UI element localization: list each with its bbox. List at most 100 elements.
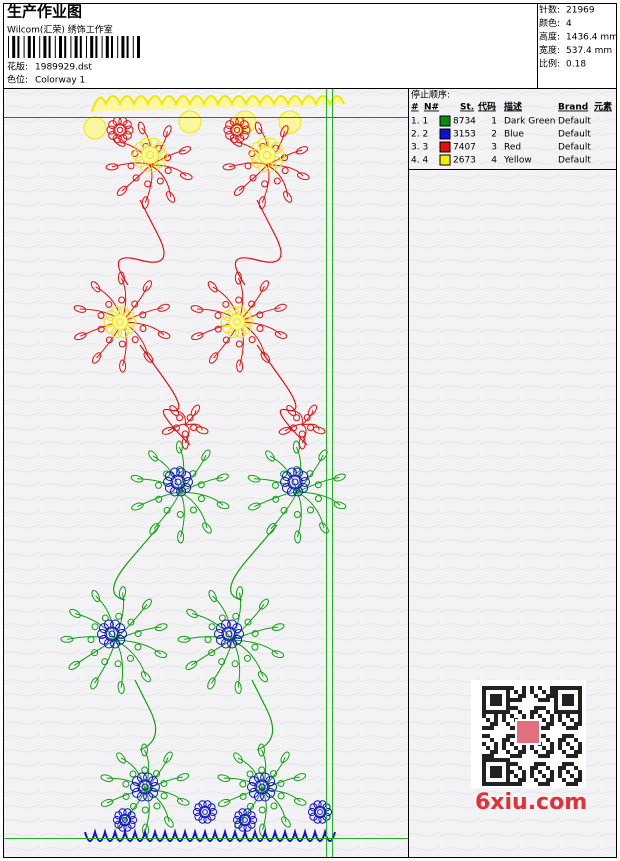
branch [231, 639, 279, 655]
qr-cell [506, 762, 510, 766]
leaf [202, 522, 212, 534]
yellow-dot [278, 110, 302, 134]
flower-center [317, 809, 323, 815]
qr-cell [506, 698, 510, 702]
qr-cell [510, 754, 514, 758]
qr-cell [542, 690, 546, 694]
bar-stripe [39, 36, 41, 58]
qr-cell [510, 686, 514, 690]
qr-cell [574, 686, 578, 690]
branch [120, 757, 146, 791]
qr-cell [494, 722, 498, 726]
petal [106, 125, 116, 135]
qr-cell [546, 694, 550, 698]
qr-cell [574, 726, 578, 730]
bar-stripe [111, 36, 113, 58]
petal [130, 782, 140, 792]
qr-cell [510, 726, 514, 730]
leaf [282, 191, 293, 203]
branch [261, 749, 267, 791]
qr-cell [578, 694, 582, 698]
qr-cell [558, 770, 562, 774]
qr-cell [494, 686, 498, 690]
qr-cell [542, 734, 546, 738]
qr-cell [498, 774, 502, 778]
petal [313, 800, 322, 809]
qr-cell [578, 690, 582, 694]
flower-center [122, 817, 128, 823]
flower-center [108, 630, 116, 638]
qr-cell [498, 770, 502, 774]
qr-cell [550, 722, 554, 726]
branch [254, 491, 298, 507]
leaf [180, 172, 193, 181]
vine [251, 679, 274, 751]
qr-cell [498, 782, 502, 786]
qr-cell [494, 710, 498, 714]
qr-cell [490, 770, 494, 774]
branch [144, 776, 183, 791]
curl [105, 336, 113, 344]
qr-cell [570, 718, 574, 722]
bar-stripe [117, 36, 119, 58]
curl [258, 766, 266, 774]
leaf [177, 530, 185, 544]
stitches: 2673 [453, 156, 476, 166]
qr-cell [506, 702, 510, 706]
qr-cell [550, 750, 554, 754]
flower-center [174, 478, 182, 486]
qr-cell [550, 770, 554, 774]
branch [184, 423, 203, 431]
branch [121, 789, 146, 824]
qr-cell [570, 782, 574, 786]
petal [260, 791, 271, 802]
qr-cell [566, 782, 570, 786]
leaf [140, 743, 148, 757]
barcode [8, 36, 140, 58]
petal [293, 467, 304, 478]
leaf [234, 681, 242, 695]
qr-cell [550, 718, 554, 722]
info-value: 1436.4 mm [566, 33, 618, 43]
curl [251, 630, 259, 638]
vine [234, 199, 282, 286]
curl [307, 424, 315, 432]
qr-cell [574, 738, 578, 742]
qr-cell [550, 714, 554, 718]
qr-cell [486, 754, 490, 758]
qr-cell [562, 710, 566, 714]
qr-cell [530, 686, 534, 690]
curl [122, 780, 130, 788]
qr-cell [538, 782, 542, 786]
leaf [117, 271, 125, 285]
qr-cell [562, 694, 566, 698]
pattern-label: 花版: [7, 61, 28, 73]
qr-cell [538, 686, 542, 690]
qr-cell [546, 782, 550, 786]
qr-cell [498, 698, 502, 702]
branch [121, 164, 151, 192]
qr-cell [578, 706, 582, 710]
petal [143, 772, 154, 783]
curl [270, 770, 278, 778]
qr-cell [570, 774, 574, 778]
curl [293, 510, 301, 518]
leaf [185, 660, 198, 670]
qr-cell [530, 770, 534, 774]
qr-cell [482, 698, 486, 702]
curl [176, 414, 184, 422]
curl [256, 325, 264, 333]
branch [231, 639, 264, 677]
qr-cell [542, 754, 546, 758]
leaf [73, 305, 87, 313]
petal [253, 772, 264, 783]
curl [160, 792, 168, 800]
curl [186, 414, 194, 422]
qr-cell [566, 686, 570, 690]
qr-cell [566, 714, 570, 718]
curl [97, 325, 105, 333]
qr-cell [538, 706, 542, 710]
curl [118, 296, 126, 304]
bar-stripe [95, 36, 98, 58]
brand: Default [558, 130, 591, 140]
